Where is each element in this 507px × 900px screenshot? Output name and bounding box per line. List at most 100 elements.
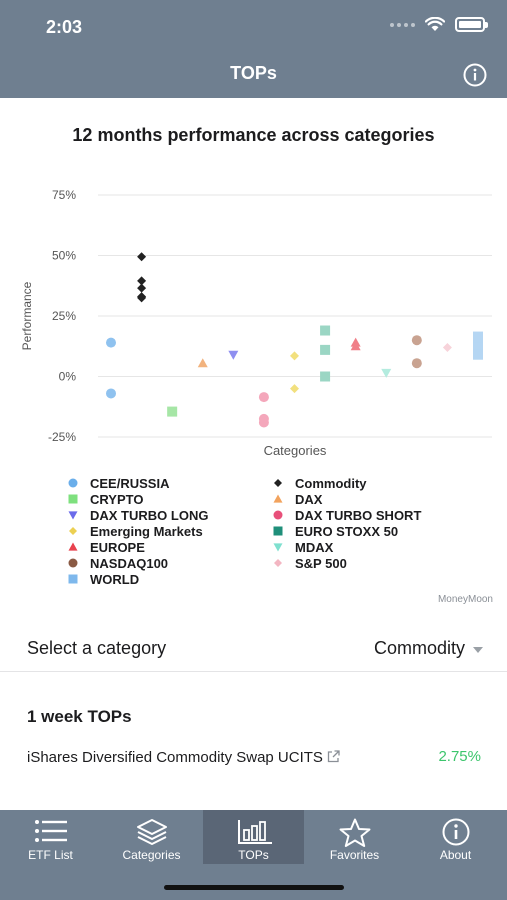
legend-marker-icon [273, 494, 283, 503]
legend-marker-icon [68, 558, 78, 568]
data-point [290, 351, 299, 361]
list-icon [34, 820, 67, 842]
legend-label: MDAX [295, 539, 334, 555]
legend-marker-icon [273, 510, 283, 520]
data-point [106, 337, 116, 348]
page-title: TOPs [230, 63, 277, 83]
legend-marker-icon [273, 543, 283, 552]
data-point [167, 406, 178, 417]
y-tick-label: 0% [59, 370, 77, 384]
category-selector[interactable]: Select a category Commodity [0, 627, 507, 672]
tab-about[interactable]: About [405, 810, 506, 864]
tab-tops[interactable]: TOPs [203, 810, 304, 864]
fund-performance: 2.75% [438, 748, 481, 765]
external-link-icon[interactable] [327, 750, 340, 763]
legend-label: EUROPE [90, 539, 145, 555]
legend-item: DAX TURBO SHORT [271, 507, 476, 523]
chevron-down-icon [473, 646, 483, 653]
data-point [137, 276, 147, 286]
chart-legend: CEE/RUSSIA Commodity CRYPTO DAX DAX TURBO LO… [66, 475, 486, 587]
data-point [473, 336, 483, 347]
legend-item: WORLD [66, 571, 271, 587]
legend-item: NASDAQ100 [66, 555, 271, 571]
info-icon [442, 818, 469, 846]
performance-scatter-chart: -25% 0% 25% 50% 75% Performance Categories [20, 188, 492, 458]
legend-label: WORLD [90, 571, 140, 587]
y-tick-label: 25% [52, 309, 76, 323]
data-point [381, 368, 392, 378]
legend-marker-icon [274, 559, 282, 567]
selector-label: Select a category [27, 638, 167, 658]
legend-marker-icon [68, 478, 78, 488]
tab-label: ETF List [28, 848, 73, 862]
bar-chart-icon [237, 820, 272, 844]
legend-item: S&P 500 [271, 555, 476, 571]
legend-item: EURO STOXX 50 [271, 523, 476, 539]
tab-label: TOPs [238, 848, 269, 862]
data-point [106, 388, 116, 399]
data-point [258, 417, 269, 428]
legend-item: Commodity [271, 476, 476, 491]
data-point [350, 341, 361, 351]
y-tick-label: 75% [52, 188, 76, 202]
watermark: MoneyMoon [437, 594, 493, 605]
tab-favorites[interactable]: Favorites [304, 810, 405, 864]
status-icons [390, 17, 488, 32]
legend-item: MDAX [271, 539, 476, 555]
data-point [473, 349, 483, 360]
category-dropdown[interactable]: Commodity [374, 638, 483, 659]
legend-label: Emerging Markets [90, 523, 203, 539]
legend-label: EURO STOXX 50 [295, 523, 399, 539]
tab-categories[interactable]: Categories [101, 810, 202, 864]
data-point [320, 325, 331, 336]
star-icon [339, 818, 370, 847]
legend-label: DAX TURBO LONG [90, 507, 209, 523]
data-point [137, 283, 147, 293]
legend-item: Emerging Markets [66, 523, 271, 539]
list-item[interactable]: iShares Diversified Commodity Swap UCITS… [27, 748, 481, 767]
legend-marker-icon [68, 511, 78, 520]
legend-label: S&P 500 [295, 555, 347, 571]
legend-label: CRYPTO [90, 491, 144, 507]
wifi-icon [425, 17, 445, 31]
section-title: 1 week TOPs [27, 707, 132, 726]
x-axis-label: Categories [264, 443, 327, 458]
legend-item: CRYPTO [66, 491, 271, 507]
data-point [228, 350, 239, 360]
legend-label: NASDAQ100 [90, 555, 169, 571]
fund-name[interactable]: iShares Diversified Commodity Swap UCITS [27, 748, 347, 767]
layers-icon [136, 819, 167, 845]
legend-item: CEE/RUSSIA [66, 475, 271, 491]
app-header: 2:03 TOPs [0, 0, 507, 98]
data-point [411, 335, 422, 346]
data-point [137, 293, 147, 303]
fund-name-text: iShares Diversified Commodity Swap UCITS [27, 749, 323, 766]
tab-label: Categories [122, 848, 181, 862]
battery-icon [455, 17, 488, 32]
legend-item: EUROPE [66, 539, 271, 555]
legend-item: DAX [271, 491, 476, 507]
legend-label: DAX TURBO SHORT [295, 507, 422, 523]
data-point [442, 342, 452, 352]
status-time: 2:03 [46, 17, 83, 37]
legend-marker-icon [68, 542, 78, 551]
y-axis-label: Performance [20, 281, 34, 350]
chart-title: 12 months performance across categories [72, 125, 435, 145]
data-point [258, 392, 269, 403]
info-button[interactable] [463, 63, 487, 87]
data-point [197, 358, 208, 368]
home-indicator [164, 885, 344, 890]
legend-marker-icon [68, 574, 78, 584]
legend-marker-icon [69, 527, 77, 535]
y-tick-label: -25% [48, 430, 76, 444]
legend-label: DAX [295, 491, 323, 507]
data-point [137, 252, 147, 262]
legend-marker-icon [273, 526, 283, 536]
data-point [473, 342, 483, 353]
legend-item: DAX TURBO LONG [66, 507, 271, 523]
tab-etf-list[interactable]: ETF List [0, 810, 101, 864]
tab-label: About [439, 848, 472, 862]
legend-label: CEE/RUSSIA [90, 475, 170, 491]
data-point [290, 384, 299, 394]
tab-label: Favorites [329, 848, 380, 862]
